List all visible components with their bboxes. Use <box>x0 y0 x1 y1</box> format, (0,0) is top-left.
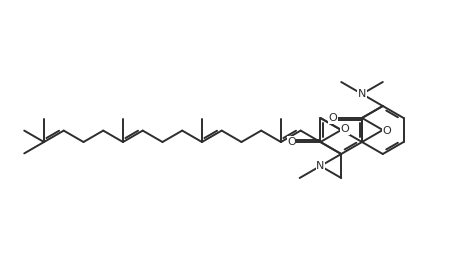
Text: O: O <box>382 126 391 136</box>
Text: O: O <box>341 124 350 134</box>
Text: O: O <box>329 113 338 123</box>
Text: N: N <box>316 161 325 171</box>
Text: O: O <box>287 137 296 147</box>
Text: N: N <box>358 89 366 99</box>
